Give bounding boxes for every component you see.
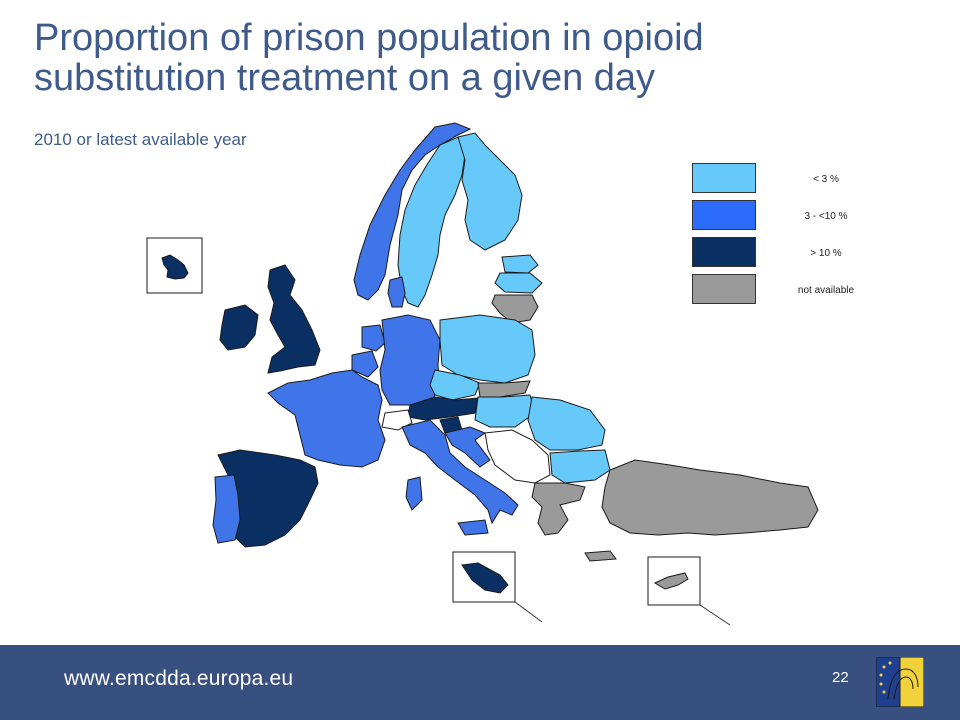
region-turkey — [601, 459, 819, 536]
malta-inset-pointer — [514, 601, 543, 623]
region-crete — [584, 550, 617, 562]
region-croatia — [444, 426, 491, 468]
legend-label: < 3 % — [813, 174, 839, 185]
legend-swatch — [692, 200, 756, 230]
europe-map — [146, 122, 819, 626]
page-number: 22 — [832, 669, 849, 686]
region-sardinia — [405, 476, 423, 511]
region-czech-republic — [429, 369, 481, 401]
region-austria — [407, 396, 479, 421]
region-western-balkans — [484, 429, 551, 484]
region-germany — [379, 314, 441, 406]
legend-swatch — [692, 274, 756, 304]
map-legend: < 3 % 3 - <10 % > 10 % not available — [692, 163, 892, 311]
region-ireland — [219, 304, 259, 351]
legend-item: not available — [692, 274, 892, 311]
region-denmark — [387, 276, 406, 308]
emcdda-logo — [876, 657, 924, 707]
region-lithuania — [491, 294, 539, 324]
region-italy — [401, 419, 519, 525]
region-iceland — [161, 254, 189, 280]
region-hungary — [474, 394, 536, 428]
footer-url-link[interactable]: www.emcdda.europa.eu — [64, 667, 294, 690]
region-malta — [461, 562, 509, 594]
region-france — [267, 369, 386, 468]
footer-bar: www.emcdda.europa.eu 22 — [0, 645, 960, 720]
region-united-kingdom — [267, 264, 321, 374]
region-cyprus — [653, 572, 689, 590]
cyprus-inset-pointer — [699, 604, 731, 626]
region-portugal — [212, 474, 241, 544]
region-sicily — [457, 519, 489, 536]
region-latvia — [494, 272, 543, 294]
region-sweden — [397, 136, 466, 308]
region-netherlands — [361, 324, 386, 352]
legend-label: not available — [797, 285, 855, 296]
legend-item: < 3 % — [692, 163, 892, 200]
region-romania — [527, 396, 606, 451]
region-poland — [439, 314, 536, 384]
legend-swatch — [692, 237, 756, 267]
region-norway — [353, 122, 472, 301]
region-belgium — [351, 350, 379, 378]
legend-item: > 10 % — [692, 237, 892, 274]
slide-title: Proportion of prison population in opioi… — [34, 17, 704, 99]
legend-item: 3 - <10 % — [692, 200, 892, 237]
region-slovakia — [477, 380, 531, 398]
slide-subtitle: 2010 or latest available year — [34, 130, 247, 149]
region-greece — [531, 482, 586, 536]
region-bulgaria — [549, 449, 611, 484]
legend-swatch — [692, 163, 756, 193]
region-finland — [457, 132, 523, 251]
region-estonia — [501, 254, 539, 274]
legend-label: > 10 % — [810, 248, 842, 259]
legend-label: 3 - <10 % — [804, 211, 848, 222]
